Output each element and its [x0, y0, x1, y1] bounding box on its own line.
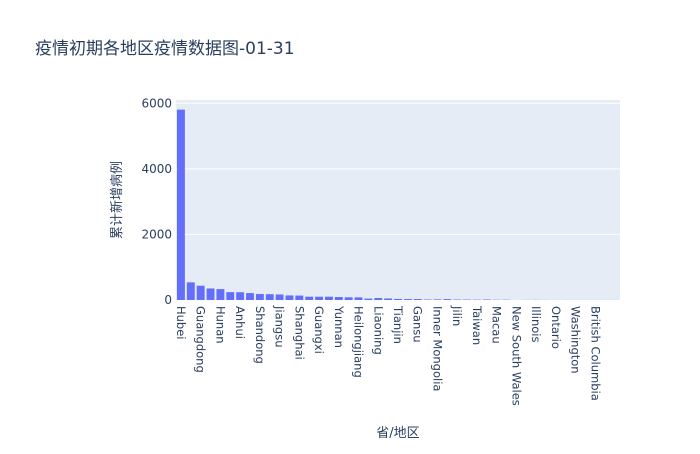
- chart-title: 疫情初期各地区疫情数据图-01-31: [35, 34, 295, 59]
- bar[interactable]: [295, 296, 303, 300]
- bar[interactable]: [345, 297, 353, 300]
- x-tick-label: Jiangsu: [273, 305, 287, 348]
- bar[interactable]: [226, 292, 234, 300]
- x-tick-label: Hunan: [213, 306, 227, 344]
- bar[interactable]: [207, 288, 215, 300]
- bar[interactable]: [286, 295, 294, 300]
- bar[interactable]: [355, 297, 363, 300]
- x-tick-label: New South Wales: [509, 306, 523, 406]
- bar[interactable]: [187, 282, 195, 300]
- x-tick-label: Inner Mongolia: [430, 306, 444, 391]
- x-tick-label: Shanghai: [292, 306, 306, 360]
- x-tick-label: Taiwan: [470, 305, 484, 345]
- bar[interactable]: [384, 298, 392, 300]
- y-tick-label: 6000: [141, 96, 172, 110]
- bar[interactable]: [335, 297, 343, 300]
- bar[interactable]: [443, 299, 451, 300]
- bar[interactable]: [276, 294, 284, 300]
- bar[interactable]: [216, 289, 224, 300]
- bar[interactable]: [434, 299, 442, 300]
- bar[interactable]: [236, 292, 244, 300]
- x-axis-ticks: Hubei Guangdong Hunan Anhui Shandong Jiangsu S…: [174, 305, 602, 406]
- x-tick-label: Hubei: [174, 306, 188, 340]
- x-tick-label: Guangxi: [312, 306, 326, 354]
- x-tick-label: Illinois: [529, 306, 543, 343]
- bar[interactable]: [305, 297, 313, 300]
- x-tick-label: Ontario: [549, 306, 563, 349]
- bar[interactable]: [256, 294, 264, 300]
- x-tick-label: Shandong: [253, 306, 267, 364]
- bar[interactable]: [177, 110, 185, 300]
- x-tick-label: Yunnan: [332, 305, 346, 348]
- x-tick-label: Tianjin: [391, 305, 405, 344]
- x-tick-label: Jilin: [450, 305, 464, 326]
- bar[interactable]: [364, 299, 372, 300]
- bar[interactable]: [315, 297, 323, 300]
- bar[interactable]: [404, 299, 412, 300]
- bar[interactable]: [325, 297, 333, 300]
- y-tick-label: 4000: [141, 162, 172, 176]
- bar[interactable]: [394, 299, 402, 300]
- bar[interactable]: [374, 298, 382, 300]
- bar[interactable]: [414, 299, 422, 300]
- x-axis-label: 省/地区: [376, 426, 419, 441]
- x-tick-label: British Columbia: [588, 306, 602, 401]
- plot-area: [176, 100, 620, 300]
- y-axis-label: 累计新增病例: [109, 161, 125, 239]
- x-tick-label: Washington: [569, 306, 583, 374]
- y-tick-label: 2000: [141, 227, 172, 241]
- bar[interactable]: [246, 293, 254, 300]
- x-tick-label: Heilongjiang: [352, 306, 366, 378]
- x-tick-label: Guangdong: [194, 306, 208, 373]
- x-tick-label: Macau: [490, 306, 504, 344]
- y-axis-ticks: 0 2000 4000 6000: [141, 96, 172, 307]
- bar[interactable]: [197, 286, 205, 300]
- x-tick-label: Gansu: [411, 306, 425, 343]
- bar[interactable]: [266, 294, 274, 300]
- x-tick-label: Liaoning: [371, 306, 385, 355]
- y-tick-label: 0: [164, 293, 172, 307]
- x-tick-label: Anhui: [233, 306, 247, 339]
